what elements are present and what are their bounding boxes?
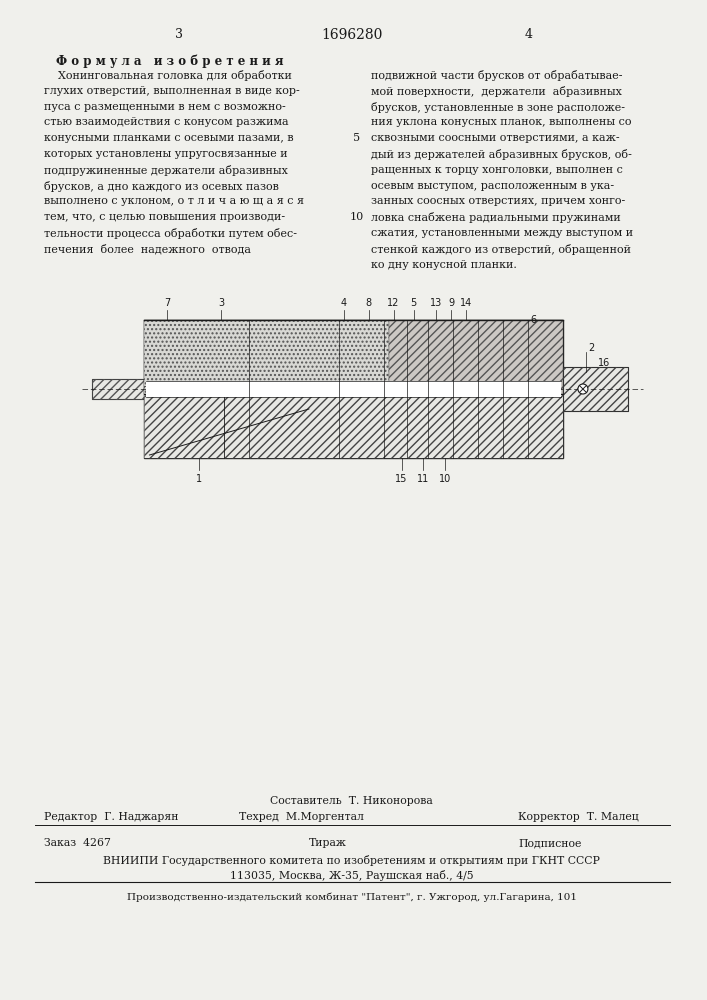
Text: конусными планками с осевыми пазами, в: конусными планками с осевыми пазами, в (44, 133, 293, 143)
Text: Составитель  Т. Никонорова: Составитель Т. Никонорова (270, 796, 433, 806)
Text: 16: 16 (598, 358, 610, 368)
Text: осевым выступом, расположенным в ука-: осевым выступом, расположенным в ука- (370, 181, 614, 191)
Text: 10: 10 (439, 474, 452, 484)
Text: глухих отверстий, выполненная в виде кор-: глухих отверстий, выполненная в виде кор… (44, 86, 300, 96)
Bar (144, 320, 563, 458)
Text: 5: 5 (354, 133, 361, 143)
Text: стенкой каждого из отверстий, обращенной: стенкой каждого из отверстий, обращенной (370, 244, 631, 255)
Bar (144, 320, 389, 394)
Text: 14: 14 (460, 298, 472, 308)
Text: 6: 6 (530, 315, 536, 325)
Text: 1: 1 (197, 474, 202, 484)
Text: Хонинговальная головка для обработки: Хонинговальная головка для обработки (44, 70, 292, 81)
Text: 113035, Москва, Ж-35, Раушская наб., 4/5: 113035, Москва, Ж-35, Раушская наб., 4/5 (230, 870, 474, 881)
Text: 15: 15 (395, 474, 408, 484)
Text: 1696280: 1696280 (321, 28, 382, 42)
Text: 4: 4 (341, 298, 347, 308)
Text: ВНИИПИ Государственного комитета по изобретениям и открытиям при ГКНТ СССР: ВНИИПИ Государственного комитета по изоб… (103, 855, 600, 866)
Text: подвижной части брусков от обрабатывае-: подвижной части брусков от обрабатывае- (370, 70, 622, 81)
Text: 12: 12 (387, 298, 399, 308)
Text: занных соосных отверстиях, причем хонго-: занных соосных отверстиях, причем хонго- (370, 196, 625, 206)
Text: подпружиненные держатели абразивных: подпружиненные держатели абразивных (44, 165, 288, 176)
Text: стью взаимодействия с конусом разжима: стью взаимодействия с конусом разжима (44, 117, 288, 127)
Text: Корректор  Т. Малец: Корректор Т. Малец (518, 812, 639, 822)
Text: выполнено с уклоном, о т л и ч а ю щ а я с я: выполнено с уклоном, о т л и ч а ю щ а я… (44, 196, 304, 206)
Text: тельности процесса обработки путем обес-: тельности процесса обработки путем обес- (44, 228, 297, 239)
Text: пуса с размещенными в нем с возможно-: пуса с размещенными в нем с возможно- (44, 102, 286, 112)
Text: ко дну конусной планки.: ко дну конусной планки. (370, 260, 517, 270)
Text: Подписное: Подписное (518, 838, 582, 848)
Text: Заказ  4267: Заказ 4267 (44, 838, 111, 848)
Text: 3: 3 (175, 28, 183, 41)
Bar (146, 381, 561, 397)
Text: сквозными соосными отверстиями, а каж-: сквозными соосными отверстиями, а каж- (370, 133, 619, 143)
Text: Редактор  Г. Наджарян: Редактор Г. Наджарян (44, 812, 178, 822)
Text: ния уклона конусных планок, выполнены со: ния уклона конусных планок, выполнены со (370, 117, 631, 127)
Text: ловка снабжена радиальными пружинами: ловка снабжена радиальными пружинами (370, 212, 621, 223)
Text: 3: 3 (218, 298, 224, 308)
Text: Техред  М.Моргентал: Техред М.Моргентал (239, 812, 364, 822)
Bar (92, 379, 149, 399)
Bar (144, 320, 389, 394)
Bar (389, 320, 563, 394)
Text: Производственно-издательский комбинат "Патент", г. Ужгород, ул.Гагарина, 101: Производственно-издательский комбинат "П… (127, 893, 577, 902)
Text: Ф о р м у л а   и з о б р е т е н и я: Ф о р м у л а и з о б р е т е н и я (56, 55, 283, 68)
Text: 9: 9 (448, 298, 455, 308)
Text: Тираж: Тираж (309, 838, 346, 848)
Text: 10: 10 (349, 212, 364, 222)
Text: печения  более  надежного  отвода: печения более надежного отвода (44, 244, 251, 254)
Text: 2: 2 (588, 343, 594, 353)
Bar (144, 394, 563, 458)
Bar (389, 320, 563, 394)
Text: 7: 7 (164, 298, 170, 308)
Text: 13: 13 (431, 298, 443, 308)
Text: 4: 4 (524, 28, 532, 41)
Text: 8: 8 (366, 298, 372, 308)
Text: брусков, а дно каждого из осевых пазов: брусков, а дно каждого из осевых пазов (44, 181, 279, 192)
Circle shape (578, 384, 588, 394)
Text: ращенных к торцу хонголовки, выполнен с: ращенных к торцу хонголовки, выполнен с (370, 165, 623, 175)
Bar (563, 367, 628, 411)
Text: дый из держателей абразивных брусков, об-: дый из держателей абразивных брусков, об… (370, 149, 631, 160)
Bar (563, 367, 628, 411)
Text: которых установлены упругосвязанные и: которых установлены упругосвязанные и (44, 149, 288, 159)
Text: тем, что, с целью повышения производи-: тем, что, с целью повышения производи- (44, 212, 285, 222)
Bar (92, 379, 149, 399)
Text: 11: 11 (417, 474, 430, 484)
Text: 5: 5 (410, 298, 416, 308)
Text: мой поверхности,  держатели  абразивных: мой поверхности, держатели абразивных (370, 86, 621, 97)
Bar (144, 394, 563, 458)
Text: брусков, установленные в зоне расположе-: брусков, установленные в зоне расположе- (370, 102, 625, 113)
Text: сжатия, установленными между выступом и: сжатия, установленными между выступом и (370, 228, 633, 238)
